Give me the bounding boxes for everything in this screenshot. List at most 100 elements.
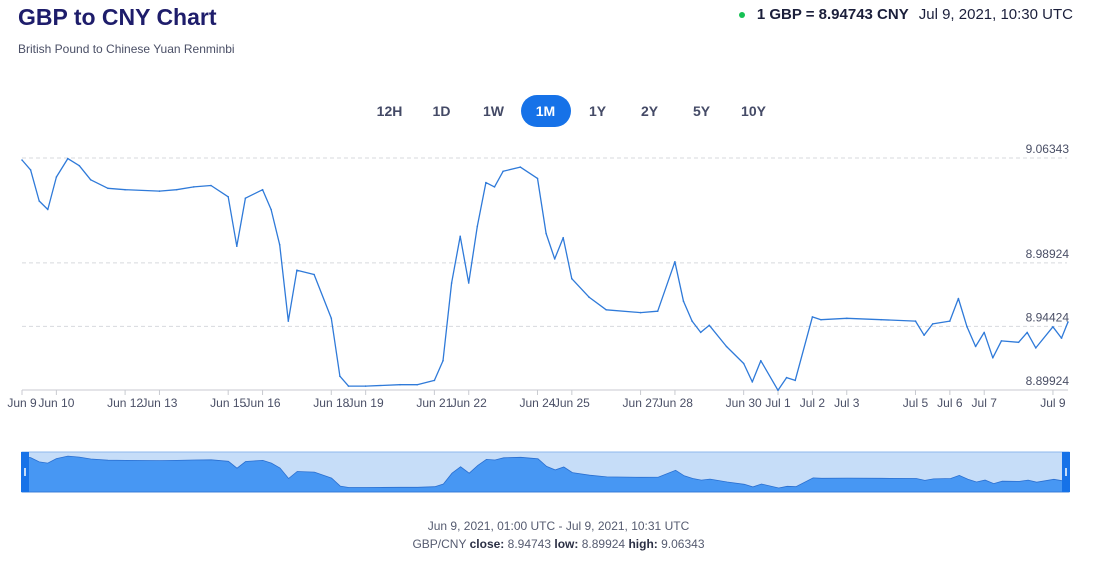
x-tick-label: Jun 15 (210, 396, 246, 410)
data-point (1017, 341, 1020, 344)
rate-timestamp: Jul 9, 2021, 10:30 UTC (918, 6, 1073, 23)
x-tick-label: Jun 24 (519, 396, 555, 410)
footer-close-value: 8.94743 (507, 537, 552, 551)
data-point (992, 357, 994, 359)
data-point (364, 385, 367, 387)
data-point (923, 334, 925, 336)
data-point (287, 320, 290, 322)
range-selector: 12H 1D 1W 1M 1Y 2Y 5Y 10Y (0, 95, 1117, 127)
data-point (210, 184, 212, 187)
data-point (1026, 331, 1028, 334)
x-tick-label: Jun 22 (451, 396, 487, 410)
price-chart[interactable]: 9.06343 8.98924 8.94424 8.89924 Jun 9 Jun 10 J… (0, 140, 1117, 420)
data-point (846, 317, 848, 320)
data-point (699, 331, 702, 334)
footer-high-label: high: (628, 537, 658, 551)
data-point (656, 310, 659, 312)
data-point (957, 297, 960, 300)
data-point (47, 208, 49, 211)
x-tick-label: Jun 9 (7, 396, 37, 410)
data-point (682, 300, 685, 303)
data-point (545, 232, 547, 235)
footer-close-label: close: (469, 537, 505, 551)
data-point (158, 190, 161, 192)
data-point (442, 359, 444, 362)
data-point (725, 345, 728, 348)
data-point (1000, 340, 1003, 342)
page-subtitle: British Pound to Chinese Yuan Renminbi (18, 42, 235, 56)
data-point (820, 318, 822, 321)
data-point (639, 311, 642, 314)
data-point (562, 236, 564, 239)
data-point (914, 320, 917, 322)
data-point (296, 269, 298, 271)
range-button-1m[interactable]: 1M (520, 95, 571, 127)
y-tick-label: 8.94424 (1026, 310, 1070, 324)
range-button-5y[interactable]: 5Y (677, 95, 727, 127)
data-point (89, 179, 92, 181)
data-point (339, 375, 341, 377)
range-navigator[interactable] (0, 444, 1117, 504)
data-point (794, 379, 796, 382)
data-point (571, 277, 573, 280)
data-point (785, 376, 788, 379)
data-point (691, 320, 693, 322)
live-status-dot (738, 11, 745, 18)
data-point (1035, 347, 1037, 349)
x-tick-label: Jul 9 (1040, 396, 1066, 410)
data-point (1060, 337, 1063, 339)
x-tick-label: Jun 21 (416, 396, 452, 410)
data-point (777, 389, 779, 392)
data-point (270, 208, 272, 211)
footer-range: Jun 9, 2021, 01:00 UTC - Jul 9, 2021, 10… (427, 519, 690, 533)
x-tick-label: Jun 10 (38, 396, 74, 410)
x-tick-label: Jun 19 (348, 396, 384, 410)
series-line (21, 157, 1069, 391)
data-point (399, 383, 401, 386)
footer-low-value: 8.89924 (581, 537, 626, 551)
range-button-1w[interactable]: 1W (469, 95, 519, 127)
data-point (605, 309, 607, 311)
data-point (588, 296, 590, 298)
data-point (416, 383, 419, 386)
data-point (966, 326, 968, 328)
data-point (29, 169, 32, 171)
data-point (347, 385, 350, 387)
data-point (67, 157, 69, 160)
data-point (124, 188, 126, 191)
x-tick-label: Jul 5 (903, 396, 929, 410)
x-tick-label: Jun 18 (313, 396, 349, 410)
y-tick-label: 8.89924 (1026, 374, 1070, 388)
x-tick-label: Jul 1 (765, 396, 791, 410)
footer-pair: GBP/CNY (412, 537, 467, 551)
range-button-10y[interactable]: 10Y (729, 95, 779, 127)
x-tick-label: Jul 7 (972, 396, 998, 410)
range-button-1d[interactable]: 1D (417, 95, 467, 127)
x-tick-label: Jun 27 (623, 396, 659, 410)
data-point (502, 170, 504, 173)
data-point (1067, 321, 1069, 323)
range-button-1y[interactable]: 1Y (573, 95, 623, 127)
data-point (751, 381, 754, 383)
x-tick-label: Jul 6 (937, 396, 963, 410)
data-point (485, 181, 487, 184)
data-point (949, 320, 951, 322)
y-tick-label: 8.98924 (1026, 247, 1070, 261)
y-tick-label: 9.06343 (1026, 142, 1070, 156)
data-point (674, 261, 676, 263)
x-tick-label: Jul 3 (834, 396, 860, 410)
x-tick-label: Jun 25 (554, 396, 590, 410)
data-point (519, 166, 522, 168)
data-point (107, 187, 109, 190)
navigator-area (21, 455, 1070, 493)
data-point (553, 258, 556, 260)
x-tick-label: Jun 16 (245, 396, 281, 410)
data-point (476, 225, 479, 228)
data-point (708, 324, 711, 327)
range-button-12h[interactable]: 12H (365, 95, 415, 127)
footer-high-value: 9.06343 (661, 537, 705, 551)
data-point (78, 164, 81, 167)
range-button-2y[interactable]: 2Y (625, 95, 675, 127)
data-point (21, 159, 23, 161)
x-tick-label: Jul 2 (800, 396, 826, 410)
